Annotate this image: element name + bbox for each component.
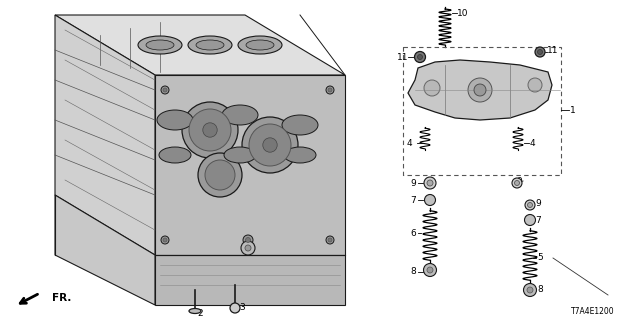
- Ellipse shape: [284, 147, 316, 163]
- Ellipse shape: [196, 40, 224, 50]
- Ellipse shape: [188, 36, 232, 54]
- Circle shape: [427, 180, 433, 186]
- Polygon shape: [55, 15, 155, 255]
- Circle shape: [527, 203, 532, 207]
- Ellipse shape: [246, 40, 274, 50]
- Circle shape: [535, 47, 545, 57]
- Ellipse shape: [224, 147, 256, 163]
- Text: FR.: FR.: [52, 293, 72, 303]
- Ellipse shape: [146, 40, 174, 50]
- Ellipse shape: [282, 115, 318, 135]
- Text: 7: 7: [410, 196, 416, 204]
- Circle shape: [417, 54, 422, 60]
- Ellipse shape: [238, 36, 282, 54]
- Ellipse shape: [157, 110, 193, 130]
- Circle shape: [189, 109, 231, 151]
- Text: 6: 6: [410, 228, 416, 237]
- Circle shape: [328, 238, 332, 242]
- Text: 9: 9: [516, 177, 522, 186]
- Circle shape: [538, 50, 543, 54]
- Circle shape: [525, 214, 536, 226]
- Circle shape: [241, 241, 255, 255]
- Text: 11: 11: [547, 45, 559, 54]
- Text: 3: 3: [239, 303, 245, 313]
- Circle shape: [205, 160, 235, 190]
- Text: 5: 5: [537, 253, 543, 262]
- Circle shape: [524, 284, 536, 297]
- Circle shape: [525, 200, 535, 210]
- Ellipse shape: [159, 147, 191, 163]
- Circle shape: [424, 195, 435, 205]
- Polygon shape: [55, 195, 155, 305]
- Ellipse shape: [222, 105, 258, 125]
- Circle shape: [263, 138, 277, 152]
- Ellipse shape: [138, 36, 182, 54]
- Circle shape: [163, 238, 167, 242]
- Circle shape: [424, 263, 436, 276]
- Circle shape: [182, 102, 238, 158]
- Text: 7: 7: [535, 215, 541, 225]
- Circle shape: [230, 303, 240, 313]
- Circle shape: [163, 88, 167, 92]
- Text: 9: 9: [535, 198, 541, 207]
- Circle shape: [424, 80, 440, 96]
- Circle shape: [424, 177, 436, 189]
- Text: 2: 2: [197, 308, 203, 317]
- Polygon shape: [55, 15, 345, 75]
- Text: 9: 9: [410, 179, 416, 188]
- Circle shape: [203, 123, 217, 137]
- Circle shape: [427, 267, 433, 273]
- Circle shape: [415, 52, 426, 62]
- Text: 8: 8: [410, 268, 416, 276]
- Text: 11: 11: [397, 52, 408, 61]
- Circle shape: [528, 78, 542, 92]
- Circle shape: [468, 78, 492, 102]
- Circle shape: [161, 86, 169, 94]
- Text: 8: 8: [537, 285, 543, 294]
- Circle shape: [243, 235, 253, 245]
- Circle shape: [527, 287, 533, 293]
- Ellipse shape: [189, 308, 201, 314]
- Circle shape: [198, 153, 242, 197]
- Text: 1: 1: [570, 106, 576, 115]
- Circle shape: [161, 236, 169, 244]
- Circle shape: [245, 245, 251, 251]
- Circle shape: [246, 237, 250, 243]
- Circle shape: [515, 180, 520, 186]
- Text: 4: 4: [530, 139, 536, 148]
- Circle shape: [328, 88, 332, 92]
- Polygon shape: [155, 75, 345, 255]
- Text: T7A4E1200: T7A4E1200: [572, 308, 615, 316]
- Circle shape: [326, 236, 334, 244]
- Circle shape: [242, 117, 298, 173]
- Bar: [403, 47, 561, 175]
- Circle shape: [326, 86, 334, 94]
- Circle shape: [474, 84, 486, 96]
- Polygon shape: [408, 60, 552, 120]
- Polygon shape: [155, 255, 345, 305]
- Text: 4: 4: [406, 139, 412, 148]
- Circle shape: [249, 124, 291, 166]
- Text: 10: 10: [457, 9, 468, 18]
- Circle shape: [512, 178, 522, 188]
